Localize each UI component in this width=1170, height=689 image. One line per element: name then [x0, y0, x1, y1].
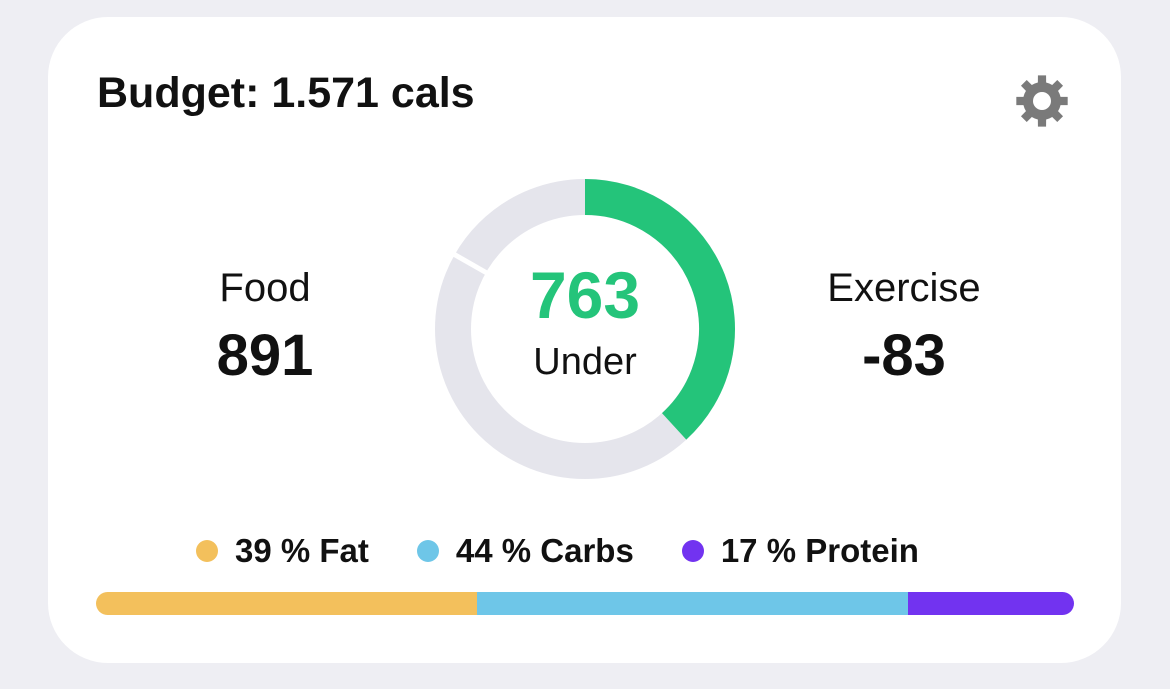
legend-item-protein: 17 % Protein: [681, 532, 919, 570]
exercise-label: Exercise: [827, 266, 981, 310]
protein-dot: [681, 540, 704, 562]
carbs-dot: [416, 540, 439, 562]
macro-distribution-bar: [96, 592, 1074, 615]
gear-icon[interactable]: [1014, 73, 1070, 129]
legend-item-carbs: 44 % Carbs: [416, 532, 634, 570]
budget-title: Budget: 1.571 cals: [97, 69, 475, 117]
donut-progress: [584, 179, 735, 440]
calorie-donut: [434, 178, 736, 480]
macro-segment-carbs: [477, 592, 908, 615]
exercise-value: -83: [862, 323, 946, 388]
legend-label-fat: 39 % Fat: [235, 532, 369, 569]
macro-legend: 39 % Fat 44 % Carbs 17 % Protein: [196, 529, 919, 573]
fat-dot: [196, 540, 218, 562]
macro-segment-protein: [907, 592, 1074, 615]
legend-label-carbs: 44 % Carbs: [455, 532, 634, 569]
food-value: 891: [216, 323, 314, 388]
legend-item-fat: 39 % Fat: [196, 532, 369, 570]
calorie-summary-card: Budget: 1.571 cals Food 891 763 Under Ex…: [48, 17, 1121, 663]
remaining-value: 763: [529, 258, 641, 332]
food-label: Food: [219, 266, 311, 310]
remaining-label: Under: [533, 341, 637, 383]
macro-segment-fat: [96, 592, 478, 615]
donut-divider: [451, 251, 489, 276]
legend-label-protein: 17 % Protein: [720, 532, 919, 569]
